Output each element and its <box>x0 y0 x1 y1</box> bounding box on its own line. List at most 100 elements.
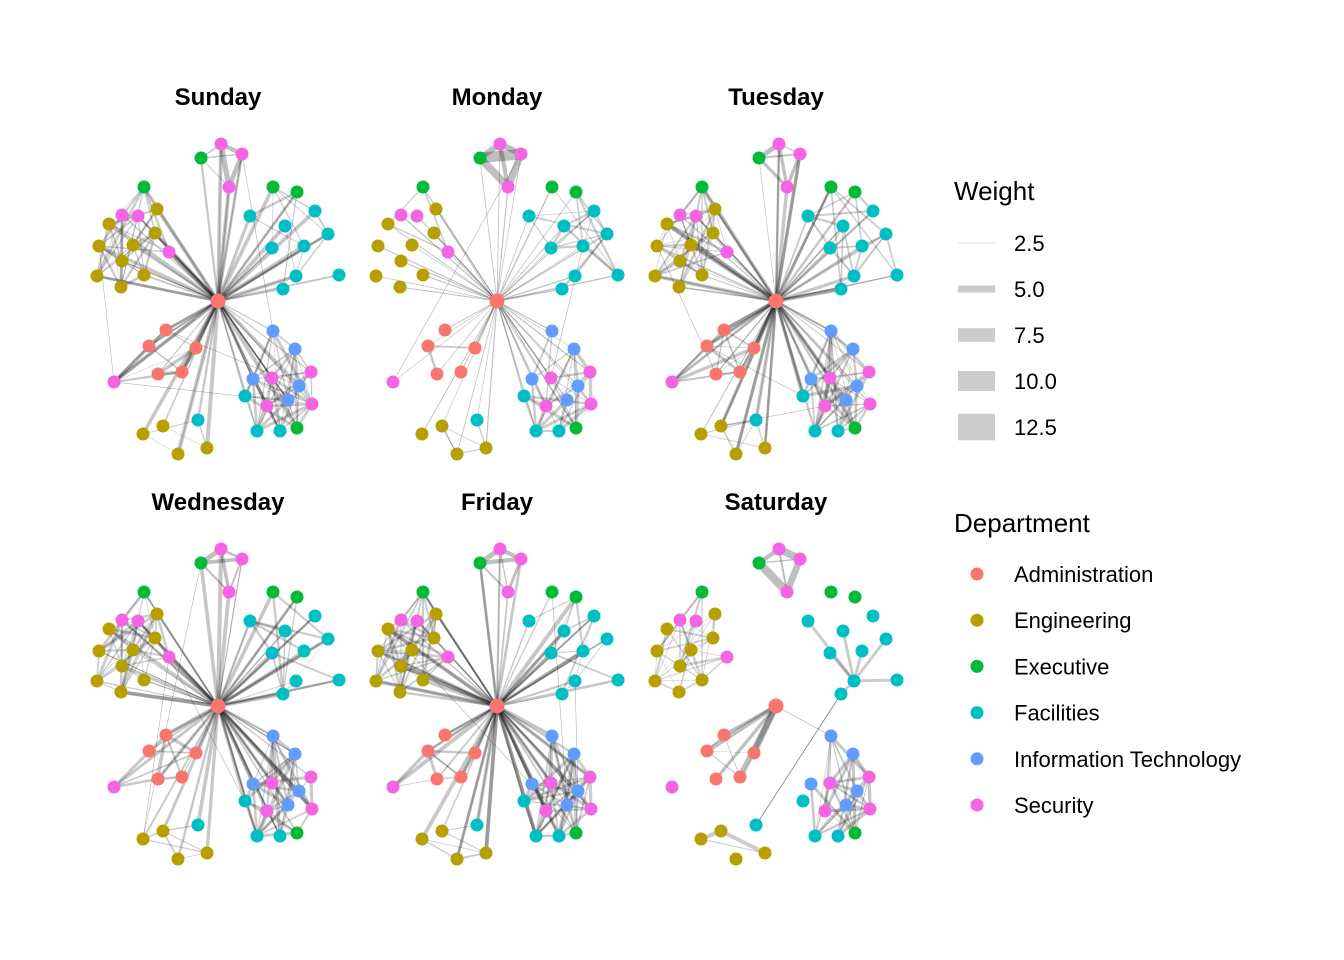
department-key-dot <box>970 706 984 720</box>
edge <box>98 245 115 383</box>
edge <box>557 753 576 837</box>
edge <box>496 300 525 397</box>
edge <box>775 300 826 407</box>
edge <box>98 650 219 707</box>
edge <box>575 776 591 834</box>
edge <box>156 613 219 707</box>
edge <box>496 705 525 802</box>
node-security <box>863 802 877 816</box>
node-facilities <box>243 209 257 223</box>
node-engineering <box>427 631 441 645</box>
node-information-technology <box>246 777 260 791</box>
edge <box>550 210 595 249</box>
edge <box>656 232 714 247</box>
node-executive <box>137 180 151 194</box>
node-executive <box>752 556 766 570</box>
node-engineering <box>673 254 687 268</box>
edge <box>216 244 306 303</box>
edge <box>823 735 833 812</box>
node-security <box>584 802 598 816</box>
node-security <box>665 780 679 794</box>
node-security <box>394 208 408 222</box>
edge <box>95 619 124 682</box>
edge <box>252 753 296 785</box>
node-executive <box>194 556 208 570</box>
edge <box>758 157 777 302</box>
node-security <box>410 209 424 223</box>
edge <box>194 705 220 754</box>
edge <box>142 433 179 455</box>
node-engineering <box>479 846 493 860</box>
node-security <box>304 365 318 379</box>
edge <box>95 186 146 277</box>
edge <box>775 247 831 302</box>
node-security <box>222 585 236 599</box>
edge <box>392 300 498 383</box>
node-facilities <box>836 624 850 638</box>
node-executive <box>545 585 559 599</box>
edge <box>142 562 202 840</box>
edge <box>809 783 817 837</box>
edge <box>137 215 145 276</box>
edge <box>550 652 619 681</box>
edge <box>678 232 714 288</box>
node-executive <box>266 180 280 194</box>
edge <box>802 384 858 398</box>
edge <box>143 637 156 681</box>
edge <box>399 620 418 693</box>
edge <box>842 225 855 277</box>
nodes <box>369 542 625 866</box>
edge <box>112 299 220 384</box>
edge <box>217 288 284 302</box>
edge <box>377 650 401 693</box>
edge <box>272 735 313 810</box>
edge <box>265 735 275 812</box>
edge <box>496 245 584 302</box>
edge <box>700 419 757 435</box>
edge <box>422 591 435 639</box>
edge <box>422 678 498 708</box>
edge <box>216 209 317 303</box>
edge <box>132 613 158 651</box>
edge <box>700 838 766 854</box>
node-engineering <box>148 631 162 645</box>
edge <box>177 300 219 455</box>
node-security <box>493 542 507 556</box>
node-information-technology <box>288 342 302 356</box>
edge <box>216 300 269 407</box>
edge <box>558 348 575 432</box>
edge <box>435 613 498 707</box>
edge <box>165 300 219 331</box>
edge <box>279 403 313 432</box>
node-engineering <box>92 239 106 253</box>
node-engineering <box>137 268 151 282</box>
edge <box>774 300 827 407</box>
node-information-technology <box>804 372 818 386</box>
edge <box>830 186 887 235</box>
edge <box>814 403 871 432</box>
edge <box>399 613 438 667</box>
node-executive <box>473 151 487 165</box>
edge <box>575 790 579 834</box>
edge <box>558 371 591 432</box>
edge <box>678 215 697 288</box>
edge <box>496 300 579 387</box>
edge <box>217 300 274 332</box>
node-security <box>115 208 129 222</box>
department-key-dot <box>970 613 984 627</box>
edge <box>119 620 140 693</box>
edge <box>574 638 608 682</box>
node-facilities <box>250 424 264 438</box>
edge <box>775 143 780 302</box>
department-key-label: Engineering <box>1014 608 1131 633</box>
node-engineering <box>381 217 395 231</box>
edge <box>217 705 296 755</box>
edge <box>810 330 832 380</box>
edge <box>477 155 511 190</box>
node-engineering <box>136 832 150 846</box>
edge <box>550 245 584 379</box>
node-facilities <box>191 413 205 427</box>
edge <box>654 231 714 278</box>
node-facilities <box>552 829 566 843</box>
edge <box>217 300 254 380</box>
